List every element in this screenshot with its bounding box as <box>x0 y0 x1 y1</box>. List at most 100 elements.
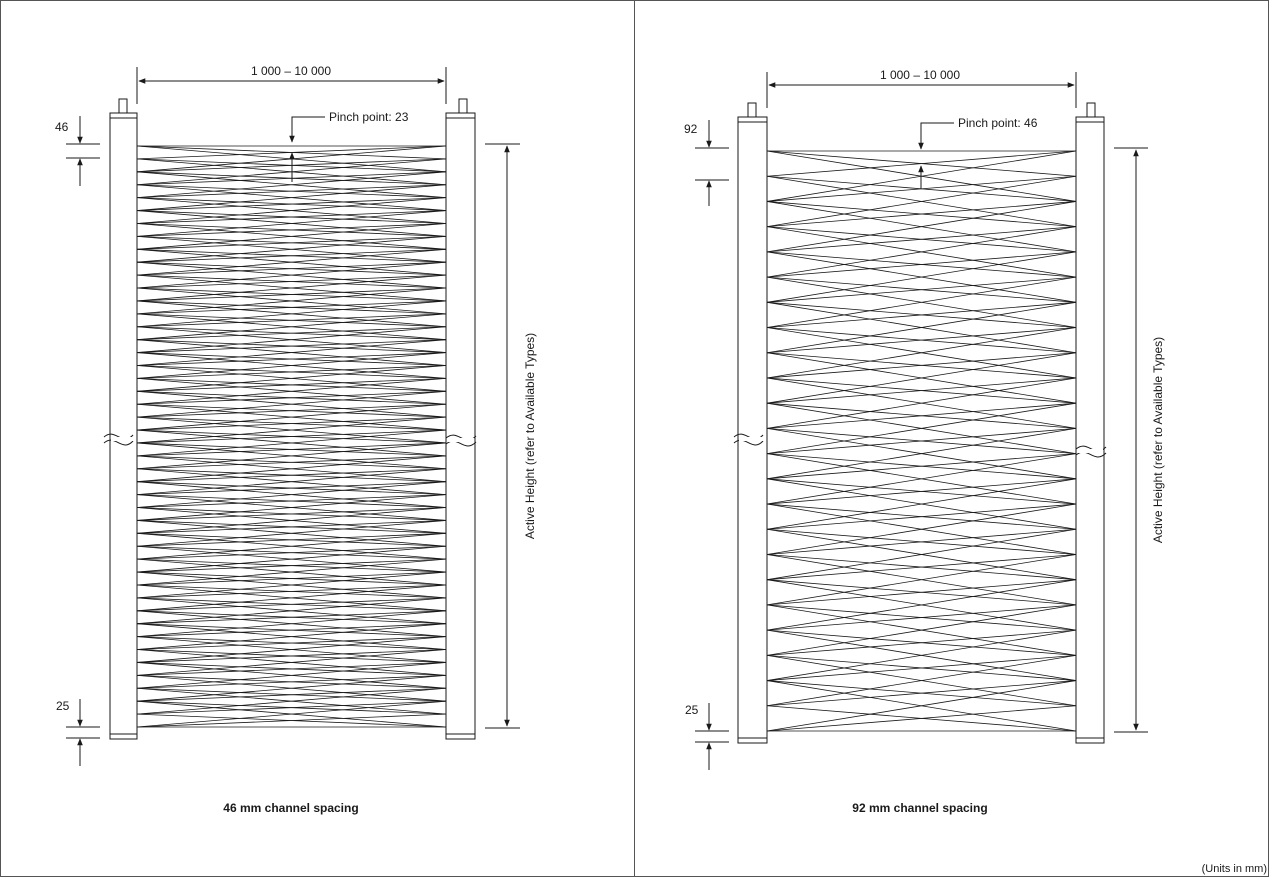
beam-line <box>136 210 447 224</box>
beam-line <box>136 274 447 302</box>
beam-line <box>136 197 447 224</box>
beam-line <box>136 597 447 625</box>
beam-line <box>136 494 447 508</box>
beam-line <box>136 313 447 328</box>
beam-line <box>136 494 447 521</box>
beam-line <box>766 251 1077 278</box>
beam-line <box>766 453 1077 505</box>
beam-line <box>136 545 447 573</box>
pinch-point-callout <box>289 116 325 182</box>
beam-line <box>766 352 1077 404</box>
beam-line <box>136 623 447 638</box>
beam-line <box>766 327 1077 379</box>
beam-line <box>136 390 447 418</box>
beam-line <box>136 520 447 547</box>
pinch-point-label: Pinch point: 23 <box>329 110 409 124</box>
beam-lines-46mm <box>136 145 447 728</box>
beam-line <box>136 468 447 495</box>
beam-line <box>136 481 447 495</box>
beam-line <box>766 654 1077 681</box>
emitter-column <box>733 102 768 744</box>
beam-line <box>136 584 447 612</box>
panel-caption: 46 mm channel spacing <box>223 801 358 815</box>
beam-line <box>766 377 1077 404</box>
beam-line <box>136 390 447 405</box>
receiver-column <box>445 98 477 740</box>
beam-line <box>136 184 447 211</box>
beam-line <box>766 226 1077 278</box>
beam-line <box>136 416 447 431</box>
beam-line <box>766 629 1077 656</box>
beam-line <box>136 674 447 702</box>
beam-line <box>136 571 447 586</box>
panel-caption: 92 mm channel spacing <box>852 801 987 815</box>
beam-line <box>136 597 447 612</box>
beam-line <box>766 276 1077 328</box>
beam-line <box>136 649 447 676</box>
beam-line <box>136 636 447 650</box>
beam-line <box>766 201 1077 228</box>
beam-line <box>766 301 1077 354</box>
beam-line <box>136 520 447 534</box>
beam-line <box>766 705 1077 732</box>
beam-line <box>136 674 447 689</box>
beam-line <box>136 287 447 302</box>
beam-line <box>136 468 447 483</box>
beam-line <box>766 503 1077 555</box>
top-offset-label: 92 <box>684 122 698 136</box>
beam-line <box>136 287 447 315</box>
beam-line <box>136 687 447 715</box>
beam-line <box>136 662 447 676</box>
beam-line <box>136 223 447 250</box>
panel-92mm: 1 000 – 10 000 Pinch point: 46 92 25 Act… <box>684 68 1165 815</box>
beam-line <box>136 365 447 392</box>
beam-line <box>766 150 1077 177</box>
beam-line <box>766 478 1077 530</box>
beam-line <box>766 503 1077 530</box>
beam-line <box>136 248 447 263</box>
bottom-offset-dimension <box>66 699 100 766</box>
beam-line <box>136 365 447 379</box>
beam-line <box>136 584 447 599</box>
beam-line <box>136 545 447 560</box>
beam-line <box>136 352 447 366</box>
beam-line <box>766 201 1077 253</box>
beam-line <box>136 700 447 728</box>
panel-46mm: 1 000 – 10 000 Pinch point: 23 46 25 <box>55 64 537 815</box>
beam-line <box>766 402 1077 455</box>
beam-line <box>136 339 447 366</box>
active-height-dimension <box>485 143 520 729</box>
beam-line <box>766 301 1077 328</box>
beam-line <box>766 629 1077 681</box>
pinch-point-callout <box>918 122 954 189</box>
beam-line <box>766 654 1077 707</box>
beam-line <box>766 453 1077 480</box>
width-label: 1 000 – 10 000 <box>251 64 331 78</box>
beam-line <box>136 610 447 625</box>
beam-line <box>766 226 1077 253</box>
width-dimension <box>766 72 1077 108</box>
beam-line <box>136 171 447 199</box>
beam-line <box>766 554 1077 581</box>
beam-line <box>136 507 447 534</box>
pinch-point-label: Pinch point: 46 <box>958 116 1038 130</box>
beam-line <box>136 352 447 379</box>
top-offset-label: 46 <box>55 120 69 134</box>
active-height-dimension <box>1114 147 1148 733</box>
beam-line <box>136 339 447 353</box>
beam-line <box>136 442 447 457</box>
beam-line <box>136 313 447 341</box>
beam-line <box>136 481 447 508</box>
beam-line <box>136 197 447 211</box>
beam-line <box>136 223 447 237</box>
top-offset-dimension <box>695 120 729 206</box>
beam-line <box>136 274 447 289</box>
beam-line <box>136 455 447 483</box>
beam-line <box>136 532 447 547</box>
emitter-column <box>103 98 138 740</box>
beam-line <box>136 429 447 457</box>
beam-line <box>136 184 447 199</box>
beam-line <box>136 700 447 715</box>
bottom-offset-label: 25 <box>685 703 699 717</box>
